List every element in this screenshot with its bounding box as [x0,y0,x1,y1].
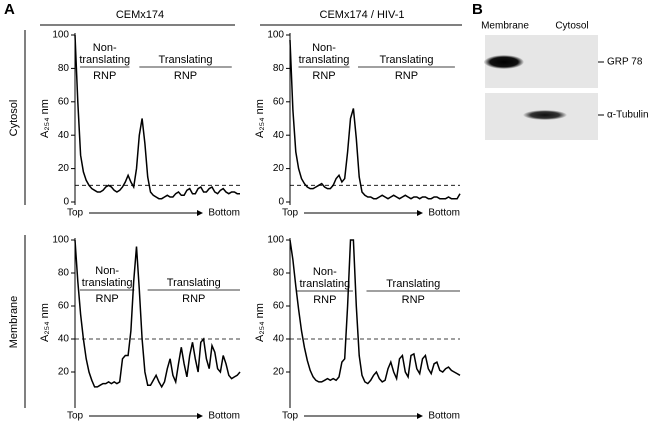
y-tick-label: 40 [273,334,285,345]
x-end-label: Bottom [208,208,240,219]
x-start-label: Top [282,411,299,422]
y-tick-label: 100 [52,235,69,246]
annotation: Translating [379,54,433,66]
annotation: RNP [313,294,336,306]
annotation: translating [82,277,133,289]
x-end-label: Bottom [208,411,240,422]
y-tick-label: 60 [273,96,285,107]
blot-band [484,55,524,69]
annotation: Non- [312,42,336,54]
y-tick-label: 40 [58,334,70,345]
blot-band [523,110,567,120]
band-label: GRP 78 [607,57,643,68]
y-axis-label: A₂₅₄ nm [39,303,51,342]
annotation: Translating [386,278,440,290]
panel-label: B [472,1,483,18]
annotation: translating [79,54,130,66]
y-tick-label: 20 [273,367,285,378]
y-tick-label: 60 [273,301,285,312]
column-title: CEMx174 / HIV-1 [320,9,405,21]
profile-line [74,239,241,389]
y-tick-label: 80 [58,63,70,74]
column-title: CEMx174 [116,9,164,21]
y-tick-label: 40 [58,130,70,141]
profile-line [289,39,461,200]
annotation: Translating [159,54,213,66]
x-start-label: Top [67,208,84,219]
x-start-label: Top [67,411,84,422]
y-tick-label: 20 [58,367,70,378]
annotation: RNP [312,70,335,82]
row-label: Cytosol [8,100,20,137]
annotation: RNP [93,70,116,82]
profile-line [74,34,240,200]
annotation: translating [299,278,350,290]
y-tick-label: 100 [267,235,284,246]
annotation: RNP [402,294,425,306]
y-tick-label: 80 [273,63,285,74]
x-end-label: Bottom [428,208,460,219]
y-axis-label: A₂₅₄ nm [254,99,266,138]
annotation: RNP [182,293,205,305]
y-tick-label: 80 [58,268,70,279]
y-tick-label: 100 [52,30,69,41]
y-tick-label: 0 [63,197,69,208]
y-tick-label: 100 [267,30,284,41]
y-axis-label: A₂₅₄ nm [39,99,51,138]
y-tick-label: 60 [58,96,70,107]
y-tick-label: 40 [273,130,285,141]
x-start-label: Top [282,208,299,219]
profile-line [289,239,461,385]
y-axis-label: A₂₅₄ nm [254,303,266,342]
lane-label: Membrane [481,21,529,32]
annotation: RNP [174,70,197,82]
row-label: Membrane [8,296,20,349]
y-tick-label: 60 [58,301,70,312]
annotation: Non- [93,42,117,54]
y-tick-label: 80 [273,268,285,279]
x-end-label: Bottom [428,411,460,422]
annotation: RNP [395,70,418,82]
annotation: Non- [95,265,119,277]
annotation: Non- [313,266,337,278]
annotation: RNP [96,293,119,305]
annotation: Translating [167,277,221,289]
panel-label: A [4,1,15,18]
annotation: translating [299,54,350,66]
y-tick-label: 0 [278,197,284,208]
band-label: α-Tubulin [607,110,649,121]
y-tick-label: 20 [273,163,285,174]
y-tick-label: 20 [58,163,70,174]
lane-label: Cytosol [555,21,588,32]
